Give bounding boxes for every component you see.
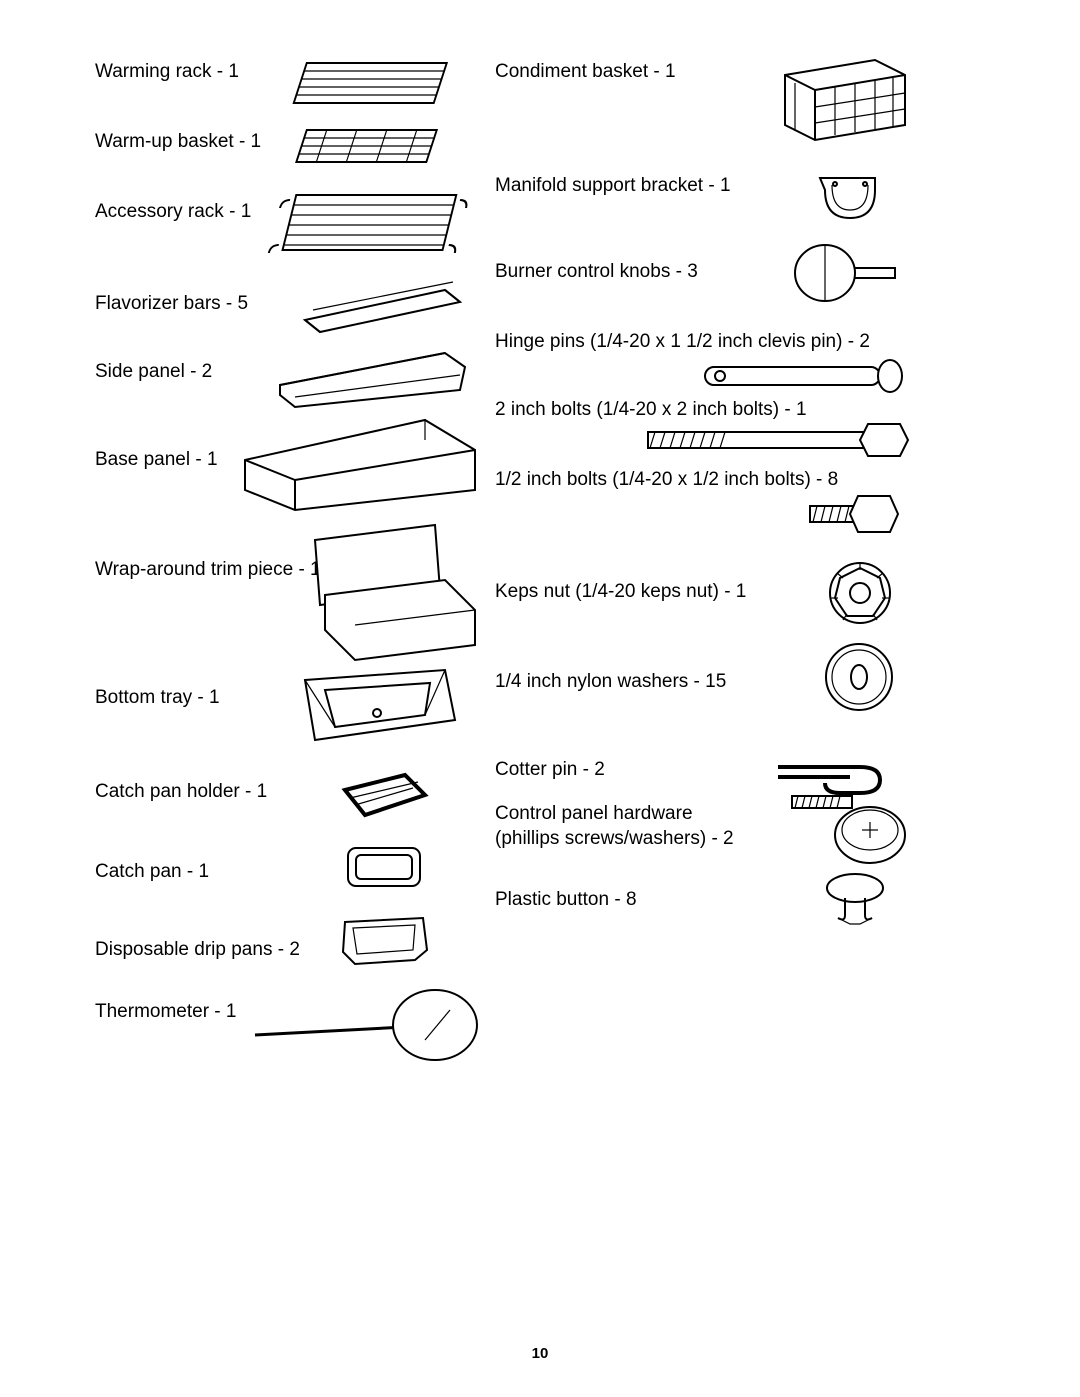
label-bolts-halfin: 1/2 inch bolts (1/4-20 x 1/2 inch bolts)… — [495, 468, 838, 493]
burner-knob-icon — [790, 240, 900, 315]
label-burner-knobs: Burner control knobs - 3 — [495, 260, 698, 285]
label-plastic-button: Plastic button - 8 — [495, 888, 637, 913]
drip-pan-icon — [335, 910, 435, 975]
label-panel-hw: Control panel hardware (phillips screws/… — [495, 802, 755, 851]
label-bottom-tray: Bottom tray - 1 — [95, 686, 220, 711]
hinge-pin-icon — [695, 355, 905, 405]
base-panel-icon — [225, 410, 485, 525]
label-nylon-washers: 1/4 inch nylon washers - 15 — [495, 670, 726, 695]
label-hinge-pins: Hinge pins (1/4-20 x 1 1/2 inch clevis p… — [495, 330, 870, 355]
side-panel-icon — [265, 345, 485, 420]
bolt-halfin-icon — [805, 490, 905, 545]
label-warmup-basket: Warm-up basket - 1 — [95, 130, 261, 155]
warming-rack-icon — [280, 53, 460, 128]
washer-icon — [822, 640, 897, 720]
parts-page: Warming rack - 1 Warm-up basket - 1 Acce… — [0, 0, 1080, 1397]
label-keps-nut: Keps nut (1/4-20 keps nut) - 1 — [495, 580, 746, 605]
label-side-panel: Side panel - 2 — [95, 360, 212, 385]
label-thermometer: Thermometer - 1 — [95, 1000, 236, 1025]
condiment-basket-icon — [775, 55, 915, 155]
label-catch-pan: Catch pan - 1 — [95, 860, 209, 885]
bolt-2in-icon — [640, 418, 910, 468]
panel-hardware-icon — [790, 790, 910, 875]
bottom-tray-icon — [295, 665, 465, 760]
label-cotter-pin: Cotter pin - 2 — [495, 758, 605, 783]
manifold-bracket-icon — [810, 170, 890, 235]
keps-nut-icon — [825, 558, 895, 633]
wrap-trim-icon — [305, 520, 485, 665]
label-base-panel: Base panel - 1 — [95, 448, 218, 473]
label-wrap-trim: Wrap-around trim piece - 1 — [95, 558, 321, 583]
label-catch-pan-holder: Catch pan holder - 1 — [95, 780, 267, 805]
label-condiment-basket: Condiment basket - 1 — [495, 60, 676, 85]
catch-pan-holder-icon — [335, 770, 435, 835]
label-warming-rack: Warming rack - 1 — [95, 60, 239, 85]
catch-pan-icon — [340, 840, 430, 900]
warmup-basket-icon — [280, 120, 460, 185]
accessory-rack-icon — [270, 180, 470, 275]
flavorizer-bar-icon — [285, 280, 475, 345]
plastic-button-icon — [810, 870, 890, 935]
label-flavorizer-bars: Flavorizer bars - 5 — [95, 292, 248, 317]
thermometer-icon — [255, 985, 485, 1080]
label-accessory-rack: Accessory rack - 1 — [95, 200, 251, 225]
label-drip-pans: Disposable drip pans - 2 — [95, 938, 300, 963]
page-number: 10 — [0, 1345, 1080, 1362]
label-manifold-bracket: Manifold support bracket - 1 — [495, 174, 731, 199]
